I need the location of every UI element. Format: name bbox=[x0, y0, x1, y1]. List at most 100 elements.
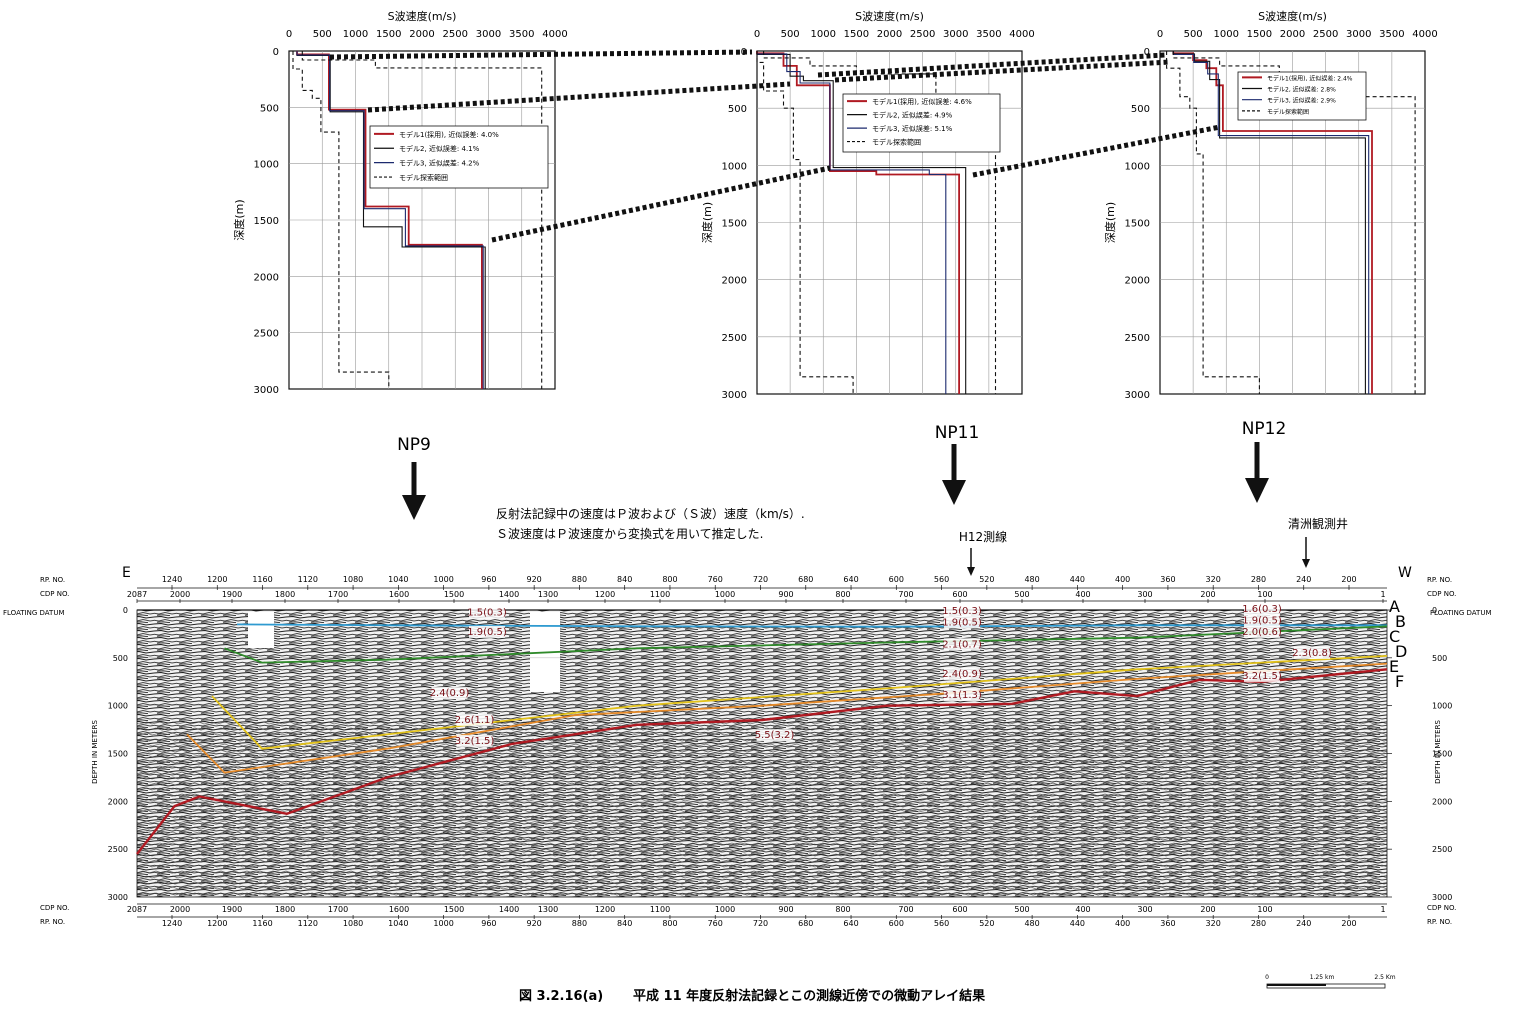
cdp-tick-label: 1500 bbox=[444, 590, 464, 599]
velocity-label-bg bbox=[944, 604, 980, 617]
horizon-letter: A bbox=[1389, 597, 1400, 616]
x-tick-label: 4000 bbox=[1412, 29, 1437, 40]
rp-tick-label: 920 bbox=[527, 919, 542, 928]
cdp-tick-label: 600 bbox=[952, 905, 967, 914]
velocity-label-bg bbox=[431, 687, 468, 700]
connector-line bbox=[491, 165, 831, 243]
station-label: NP9 bbox=[397, 435, 431, 455]
velocity-label-bg bbox=[944, 667, 980, 680]
rp-tick-label: 720 bbox=[753, 575, 768, 584]
rp-tick-label: 280 bbox=[1251, 575, 1266, 584]
y-tick-label: 2000 bbox=[254, 272, 279, 283]
velocity-label: 3.2(1.5) bbox=[455, 736, 495, 747]
x-tick-label: 1500 bbox=[376, 29, 401, 40]
cdp-tick-label: 1800 bbox=[275, 590, 295, 599]
x-tick-label: 500 bbox=[313, 29, 332, 40]
x-tick-label: 3000 bbox=[476, 29, 501, 40]
rp-tick-label: 840 bbox=[617, 919, 632, 928]
legend-label: モデル2, 近似誤差: 2.8% bbox=[1267, 86, 1336, 94]
y-tick-label: 3000 bbox=[722, 390, 747, 401]
x-axis-title: S波速度(m/s) bbox=[855, 9, 924, 23]
well-label: 清洲観測井 bbox=[1288, 517, 1348, 531]
x-tick-label: 3500 bbox=[509, 29, 534, 40]
velocity-label: 2.4(0.9) bbox=[430, 688, 470, 699]
station-np9: NP9 bbox=[397, 435, 431, 520]
cdp-tick-label: 1800 bbox=[275, 905, 295, 914]
cdp-tick-label: 1000 bbox=[715, 590, 735, 599]
rp-tick-label: 640 bbox=[843, 575, 858, 584]
y-tick-label: 2500 bbox=[722, 333, 747, 344]
y-tick-label: 500 bbox=[260, 103, 279, 114]
cdp-tick-label: 1100 bbox=[650, 905, 670, 914]
velocity-label: 2.0(0.6) bbox=[1242, 627, 1282, 638]
depth-axis-title: DEPTH IN METERS bbox=[1434, 720, 1442, 784]
floating-datum-label: FLOATING DATUM bbox=[1430, 609, 1492, 617]
arrow-head bbox=[402, 495, 426, 520]
velocity-label: 1.6(0.3) bbox=[1242, 604, 1282, 615]
legend-label: モデル1(採用), 近似誤差: 2.4% bbox=[1267, 74, 1353, 82]
x-tick-label: 2500 bbox=[1313, 29, 1338, 40]
legend-box bbox=[842, 93, 1001, 153]
x-axis-title: S波速度(m/s) bbox=[1258, 9, 1327, 23]
y-tick-label: 1000 bbox=[722, 161, 747, 172]
cdp-tick-label: 900 bbox=[778, 590, 793, 599]
series-line bbox=[1166, 51, 1260, 394]
connector-line bbox=[817, 52, 1166, 78]
rp-tick-label: 240 bbox=[1296, 919, 1311, 928]
x-tick-label: 500 bbox=[781, 29, 800, 40]
rp-tick-label: 520 bbox=[979, 919, 994, 928]
rp-tick-label: 1160 bbox=[252, 919, 272, 928]
vs-profile-np12: 0 500 1000 1500 2000 2500 3000 3500 4000 0 500 1000… bbox=[1103, 9, 1438, 401]
cdp-tick-label: 1500 bbox=[444, 905, 464, 914]
rp-tick-label: 400 bbox=[1115, 919, 1130, 928]
horizon-letter: D bbox=[1395, 642, 1407, 661]
rp-tick-label: 480 bbox=[1024, 919, 1039, 928]
depth-axis-title: DEPTH IN METERS bbox=[91, 720, 99, 784]
rp-tick-label: 240 bbox=[1296, 575, 1311, 584]
rp-tick-label: 480 bbox=[1024, 575, 1039, 584]
rp-tick-label: 320 bbox=[1206, 575, 1221, 584]
cdp-tick-label: 2000 bbox=[170, 590, 190, 599]
arrow-head bbox=[967, 567, 975, 576]
velocity-label: 1.9(0.5) bbox=[1242, 615, 1282, 626]
legend-box bbox=[1237, 71, 1367, 121]
series-line bbox=[296, 51, 486, 389]
rp-tick-label: 600 bbox=[889, 575, 904, 584]
x-tick-label: 500 bbox=[1184, 29, 1203, 40]
rp-tick-label: 200 bbox=[1341, 575, 1356, 584]
y-tick-label: 1500 bbox=[1125, 219, 1150, 230]
y-axis-title: 深度(m) bbox=[700, 202, 714, 243]
horizon-f bbox=[136, 668, 1388, 855]
depth-tick-label: 1500 bbox=[108, 750, 128, 759]
cdp-tick-label: 1000 bbox=[715, 905, 735, 914]
velocity-label-bg bbox=[756, 729, 793, 742]
cdp-tick-label: 1400 bbox=[499, 905, 519, 914]
cdp-axis-label: CDP NO. bbox=[40, 590, 69, 598]
seismic-noise bbox=[137, 720, 1387, 897]
x-tick-label: 3500 bbox=[976, 29, 1001, 40]
horizon-letter: C bbox=[1389, 627, 1400, 646]
h12-line-label: H12測線 bbox=[959, 529, 1007, 544]
rp-tick-label: 1080 bbox=[343, 919, 363, 928]
y-tick-label: 2500 bbox=[254, 329, 279, 340]
x-tick-label: 0 bbox=[286, 29, 292, 40]
velocity-label: 2.6(1.1) bbox=[455, 715, 495, 726]
legend-label: モデル探索範囲 bbox=[399, 173, 448, 182]
legend-label: モデル探索範囲 bbox=[1267, 108, 1309, 116]
cdp-tick-label: 1 bbox=[1380, 905, 1385, 914]
legend-label: モデル2, 近似誤差: 4.1% bbox=[399, 144, 480, 153]
velocity-label-bg bbox=[1244, 625, 1280, 638]
velocity-label: 2.3(0.8) bbox=[1292, 648, 1332, 659]
velocity-label: 1.9(0.5) bbox=[942, 617, 982, 628]
reflection-section: 1.5(0.3)1.9(0.5)2.4(0.9)2.6(1.1)3.2(1.5)… bbox=[3, 565, 1492, 928]
cdp-tick-label: 1600 bbox=[389, 590, 409, 599]
trace-gap bbox=[248, 612, 274, 648]
rp-tick-label: 1120 bbox=[298, 575, 318, 584]
x-tick-label: 4000 bbox=[1009, 29, 1034, 40]
connector-line bbox=[367, 81, 791, 113]
velocity-label-bg bbox=[1244, 669, 1280, 682]
rp-tick-label: 800 bbox=[662, 575, 677, 584]
series-line bbox=[756, 51, 960, 394]
scale-bar-fill bbox=[1267, 984, 1326, 986]
rp-tick-label: 520 bbox=[979, 575, 994, 584]
